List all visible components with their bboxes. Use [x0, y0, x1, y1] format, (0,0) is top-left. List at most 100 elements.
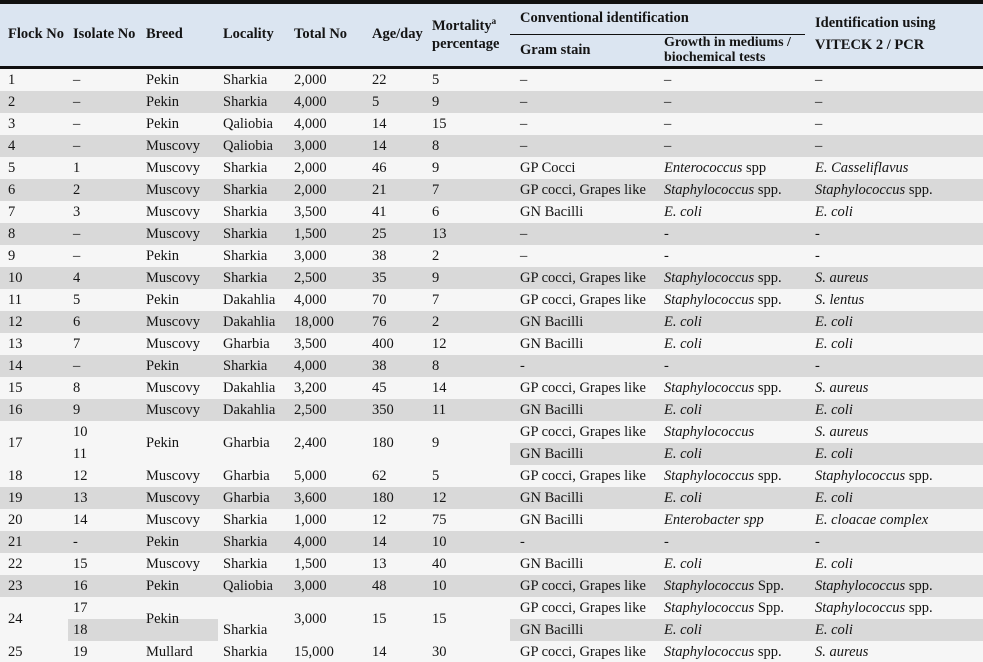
- table-row: 6 2 Muscovy Sharkia 2,000 21 7 GP cocci, Grapes…: [0, 178, 983, 201]
- cell-total: 4,000: [294, 357, 327, 374]
- cell-flock: 13: [8, 335, 23, 352]
- cell-flock: 5: [8, 159, 16, 176]
- header-mortality-percentage: Mortalitya percentage: [423, 2, 510, 67]
- header-total-no: Total No: [294, 26, 348, 43]
- cell-viteck: –: [815, 115, 823, 132]
- cell-breed: Pekin: [146, 115, 180, 132]
- cell-age: 180: [372, 434, 394, 451]
- header-growth-mediums: Growth in mediums / biochemical tests: [657, 35, 805, 68]
- table-row: 4 – Muscovy Qaliobia 3,000 14 8 – – –: [0, 134, 983, 157]
- cell-viteck: E. coli: [805, 399, 983, 421]
- cell-flock: 9: [8, 247, 16, 264]
- cell-total: 3,000: [294, 247, 327, 264]
- cell-growth: E. coli: [657, 553, 805, 575]
- table-row: 1 – Pekin Sharkia 2,000 22 5 – – –: [0, 67, 983, 91]
- cell-mortality: 2: [432, 313, 440, 330]
- cell-isolate: 5: [73, 291, 81, 308]
- table-row: 3 – Pekin Qaliobia 4,000 14 15 – – –: [0, 112, 983, 135]
- cell-flock: 23: [8, 577, 23, 594]
- cell-total: 18,000: [294, 313, 334, 330]
- cell-flock: 16: [8, 401, 23, 418]
- cell-breed: Muscovy: [146, 159, 200, 176]
- cell-breed: Muscovy: [146, 181, 200, 198]
- cell-flock: 24: [8, 610, 23, 627]
- table-row: 2 – Pekin Sharkia 4,000 5 9 – – –: [0, 90, 983, 113]
- cell-gram: GP cocci, Grapes like: [520, 379, 646, 396]
- cell-locality: Dakahlia: [223, 379, 276, 396]
- cell-gram: –: [520, 225, 528, 242]
- cell-isolate: 1: [73, 159, 81, 176]
- growth-line2: biochemical tests: [664, 50, 766, 66]
- cell-total: 2,000: [294, 71, 327, 88]
- cell-mortality: 6: [432, 203, 440, 220]
- cell-total: 1,500: [294, 225, 327, 242]
- cell-gram: –: [520, 137, 528, 154]
- cell-gram: GP cocci, Grapes like: [520, 599, 646, 616]
- species-name: E. coli: [815, 555, 853, 572]
- cell-gram: GP cocci, Grapes like: [520, 423, 646, 440]
- cell-locality: Qaliobia: [223, 577, 273, 594]
- cell-viteck: Staphylococcus spp.: [815, 467, 933, 484]
- header-viteck-pcr: Identification using VITECK 2 / PCR: [805, 2, 983, 67]
- cell-isolate: 15: [73, 555, 88, 572]
- cell-total: 2,500: [294, 401, 327, 418]
- cell-breed: Pekin: [146, 357, 180, 374]
- cell-total: 5,000: [294, 467, 327, 484]
- species-name: Staphylococcus: [664, 577, 755, 594]
- cell-gram: GN Bacilli: [510, 442, 657, 465]
- species-name: E. coli: [815, 203, 853, 220]
- species-name: S. lentus: [815, 291, 865, 308]
- cell-age: 35: [372, 269, 387, 286]
- header-isolate-no: Isolate No: [73, 26, 136, 43]
- cell-viteck: -: [815, 357, 820, 374]
- cell-age: 350: [372, 401, 394, 418]
- cell-growth: Staphylococcus spp.: [664, 379, 782, 396]
- table-row: 24 17 Pekin 3,000 15 15 GP cocci, Grapes like S…: [0, 596, 983, 627]
- viteck-line1: Identification using: [815, 15, 936, 32]
- cell-viteck: E. Casseliflavus: [805, 157, 983, 179]
- cell-viteck: E. coli: [805, 442, 983, 465]
- cell-isolate: 19: [73, 643, 88, 660]
- cell-breed: Muscovy: [146, 313, 200, 330]
- table-row: 18 Sharkia GN Bacilli E. coli E. coli: [0, 618, 983, 641]
- cell-breed: Muscovy: [146, 137, 200, 154]
- cell-flock: 4: [8, 137, 16, 154]
- cell-viteck: E. coli: [805, 553, 983, 575]
- cell-isolate: 9: [73, 401, 81, 418]
- cell-growth: Enterobacter spp: [657, 509, 805, 531]
- cell-locality: Sharkia: [223, 643, 268, 660]
- cell-breed: Muscovy: [146, 467, 200, 484]
- species-name: E. cloacae complex: [815, 511, 929, 528]
- cell-age: 5: [372, 93, 380, 110]
- species-name: Staphylococcus: [815, 599, 906, 616]
- cell-flock: 10: [8, 269, 23, 286]
- cell-locality: Sharkia: [223, 533, 268, 550]
- table-row: 7 3 Muscovy Sharkia 3,500 41 6 GN Bacilli E. col…: [0, 200, 983, 223]
- mortality-word: Mortality: [432, 17, 492, 34]
- cell-breed: Pekin: [146, 577, 180, 594]
- cell-isolate: –: [73, 225, 81, 242]
- cell-locality: Gharbia: [223, 434, 270, 451]
- cell-age: 13: [372, 555, 387, 572]
- cell-total: 2,400: [294, 434, 327, 451]
- cell-breed: Mullard: [146, 643, 193, 660]
- cell-locality: Sharkia: [223, 71, 268, 88]
- species-name: E. coli: [664, 489, 702, 506]
- cell-locality: [218, 597, 288, 619]
- cell-growth: –: [664, 115, 672, 132]
- cell-growth: E. coli: [657, 618, 805, 641]
- cell-isolate: 10: [73, 423, 88, 440]
- cell-flock: 17: [8, 434, 23, 451]
- cell-growth: Staphylococcus spp.: [664, 181, 782, 198]
- cell-growth: E. coli: [657, 487, 805, 509]
- cell-total: 3,500: [294, 203, 327, 220]
- species-name: Enterococcus: [664, 159, 743, 176]
- cell-gram: -: [520, 533, 525, 550]
- table-row: 17 10 Pekin Gharbia 2,400 180 9 GP cocci, Grape…: [0, 420, 983, 451]
- table-row: 22 15 Muscovy Sharkia 1,500 13 40 GN Bacilli E. …: [0, 552, 983, 575]
- cell-mortality: 14: [432, 379, 447, 396]
- cell-mortality: 12: [432, 489, 447, 506]
- cell-breed: Pekin: [146, 93, 180, 110]
- cell-mortality: 40: [432, 555, 447, 572]
- header-conventional-identification: Conventional identification: [510, 2, 805, 35]
